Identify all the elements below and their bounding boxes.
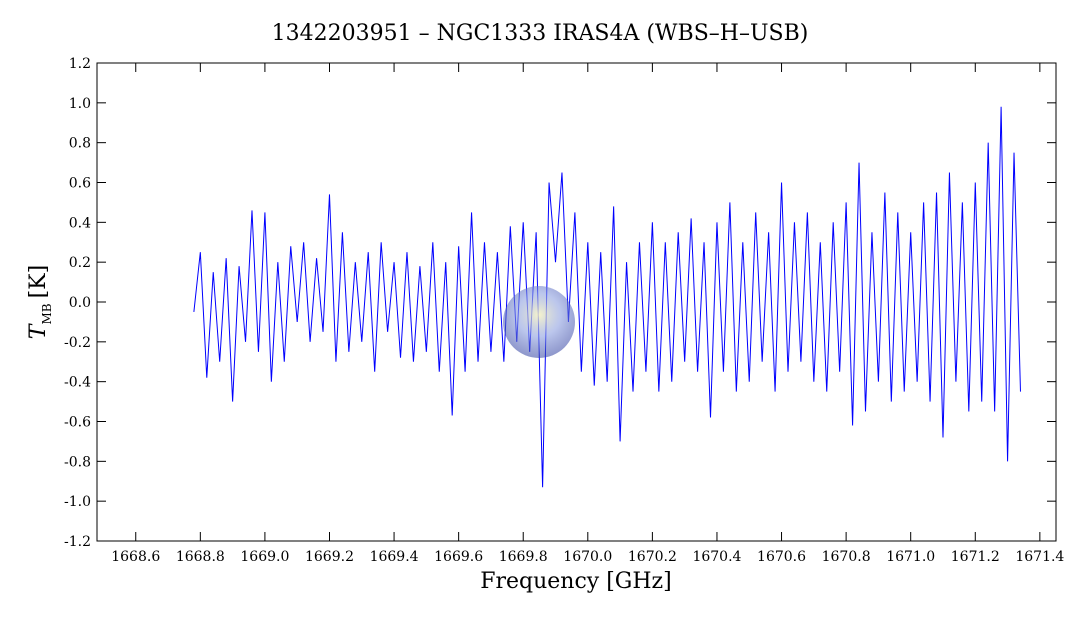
x-axis-label: Frequency [GHz]: [480, 569, 672, 594]
x-tick-label: 1668.8: [176, 549, 225, 565]
y-tick-label: -0.8: [64, 454, 91, 470]
x-tick-label: 1669.0: [240, 549, 289, 565]
y-tick-label: -0.4: [64, 375, 91, 391]
x-tick-label: 1668.6: [111, 549, 160, 565]
x-tick-label: 1669.8: [499, 549, 548, 565]
y-tick-label: -0.6: [64, 415, 91, 431]
y-tick-label: 0.2: [69, 255, 91, 271]
watermark-logo: [503, 286, 575, 358]
x-tick-label: 1669.6: [434, 549, 483, 565]
y-tick-label: 1.0: [69, 96, 91, 112]
x-tick-label: 1671.2: [951, 549, 1000, 565]
y-tick-label: -0.2: [64, 335, 91, 351]
y-tick-label: -1.2: [64, 534, 91, 550]
x-tick-label: 1670.4: [692, 549, 741, 565]
x-tick-label: 1670.0: [563, 549, 612, 565]
x-tick-label: 1670.8: [822, 549, 871, 565]
y-tick-label: 0.0: [69, 295, 91, 311]
x-tick-label: 1669.2: [305, 549, 354, 565]
y-axis-label: TMB [K]: [26, 265, 54, 339]
x-tick-label: 1670.6: [757, 549, 806, 565]
y-tick-label: 0.6: [69, 176, 91, 192]
y-tick-label: -1.0: [64, 494, 91, 510]
y-label-subscript: MB: [40, 303, 54, 324]
x-tick-label: 1671.0: [886, 549, 935, 565]
plot-area: [193, 106, 1021, 488]
x-tick-label: 1670.2: [628, 549, 677, 565]
plot-frame: [96, 62, 1057, 542]
y-tick-label: 1.2: [69, 56, 91, 72]
y-label-unit: [K]: [26, 265, 51, 299]
spectrum-line: [193, 106, 1021, 488]
x-tick-label: 1671.4: [1015, 549, 1064, 565]
y-tick-label: 0.4: [69, 215, 91, 231]
y-tick-label: 0.8: [69, 136, 91, 152]
x-tick-label: 1669.4: [370, 549, 419, 565]
chart-title: 1342203951 – NGC1333 IRAS4A (WBS–H–USB): [272, 21, 809, 46]
y-label-symbol: T: [26, 322, 51, 339]
